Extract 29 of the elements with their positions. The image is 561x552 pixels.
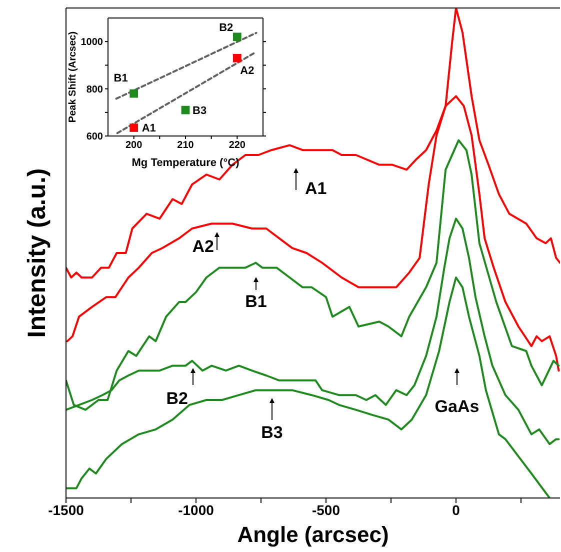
x-tick-label: 210	[177, 140, 194, 152]
point	[130, 124, 138, 132]
y-tick-label: 800	[86, 84, 104, 96]
x-tick-label: 0	[452, 502, 460, 518]
y-tick-label: 600	[86, 132, 104, 143]
x-tick-label: -500	[312, 502, 340, 518]
x-axis-title: Angle (arcsec)	[237, 522, 389, 547]
point	[181, 106, 190, 114]
y-axis-title: Intensity (a.u.)	[22, 168, 51, 338]
y-tick-label: 1000	[80, 37, 104, 48]
annotation: B3	[192, 105, 207, 118]
x-tick-label: 220	[228, 140, 246, 152]
annotation: A2	[240, 65, 254, 78]
point	[232, 54, 242, 62]
annotation: B3	[261, 423, 283, 442]
annotation: B1	[245, 292, 267, 311]
x-tick-label: 200	[125, 140, 143, 152]
y-axis-title: Peak Shift (Arcsec)	[68, 31, 79, 123]
annotation: B2	[166, 389, 188, 408]
annotation: A1	[142, 122, 156, 135]
annotation: B2	[219, 22, 234, 34]
point	[130, 89, 138, 98]
annotation: GaAs	[434, 397, 480, 416]
x-tick-label: -1500	[48, 502, 84, 518]
annotation: B1	[114, 72, 128, 85]
x-tick-label: -1000	[178, 502, 214, 518]
annotation: A2	[192, 237, 214, 256]
annotation: A1	[305, 179, 327, 198]
point	[232, 32, 242, 42]
